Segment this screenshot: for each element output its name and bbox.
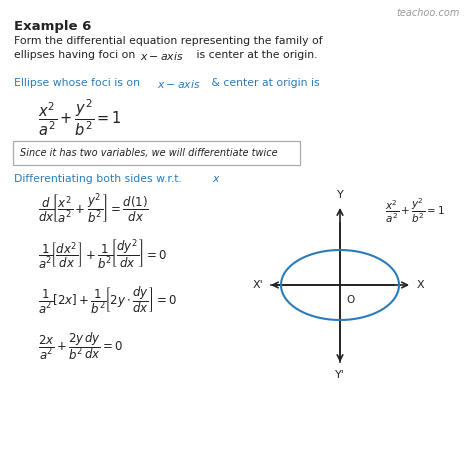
- Text: $\dfrac{x^2}{a^2}+\dfrac{y^2}{b^2}=1$: $\dfrac{x^2}{a^2}+\dfrac{y^2}{b^2}=1$: [38, 97, 122, 138]
- Text: & center at origin is: & center at origin is: [208, 78, 319, 88]
- Text: Ellipse whose foci is on: Ellipse whose foci is on: [14, 78, 144, 88]
- Text: Differentiating both sides w.r.t.: Differentiating both sides w.r.t.: [14, 174, 185, 184]
- Text: is center at the origin.: is center at the origin.: [193, 50, 318, 60]
- Text: $x$: $x$: [212, 174, 221, 184]
- Text: Form the differential equation representing the family of: Form the differential equation represent…: [14, 36, 323, 46]
- Text: X: X: [417, 280, 425, 290]
- Text: $\dfrac{1}{a^2}\left[2x\right]+\dfrac{1}{b^2}\!\left[2y\cdot\dfrac{dy}{dx}\right: $\dfrac{1}{a^2}\left[2x\right]+\dfrac{1}…: [38, 284, 177, 316]
- Text: $x-axis$: $x-axis$: [140, 50, 183, 62]
- Text: $\dfrac{2x}{a^2}+\dfrac{2y}{b^2}\dfrac{dy}{dx}=0$: $\dfrac{2x}{a^2}+\dfrac{2y}{b^2}\dfrac{d…: [38, 330, 123, 362]
- Text: Y': Y': [335, 370, 345, 380]
- Text: Example 6: Example 6: [14, 20, 91, 33]
- Text: Since it has two variables, we will differentiate twice: Since it has two variables, we will diff…: [20, 148, 278, 158]
- Text: $\dfrac{1}{a^2}\!\left[\dfrac{dx^2}{dx}\right]+\dfrac{1}{b^2}\!\left[\dfrac{dy^2: $\dfrac{1}{a^2}\!\left[\dfrac{dx^2}{dx}\…: [38, 238, 167, 273]
- Text: O: O: [346, 295, 354, 305]
- Text: $x-axis$: $x-axis$: [157, 78, 201, 90]
- FancyBboxPatch shape: [13, 141, 300, 165]
- Text: $\dfrac{d}{dx}\!\left[\dfrac{x^2}{a^2}+\dfrac{y^2}{b^2}\right]=\dfrac{d(1)}{dx}$: $\dfrac{d}{dx}\!\left[\dfrac{x^2}{a^2}+\…: [38, 192, 149, 227]
- Text: Y: Y: [337, 190, 343, 200]
- Text: ellipses having foci on: ellipses having foci on: [14, 50, 139, 60]
- Text: teachoo.com: teachoo.com: [397, 8, 460, 18]
- Text: X': X': [252, 280, 263, 290]
- Text: $\dfrac{x^2}{a^2}+\dfrac{y^2}{b^2}=1$: $\dfrac{x^2}{a^2}+\dfrac{y^2}{b^2}=1$: [385, 196, 445, 225]
